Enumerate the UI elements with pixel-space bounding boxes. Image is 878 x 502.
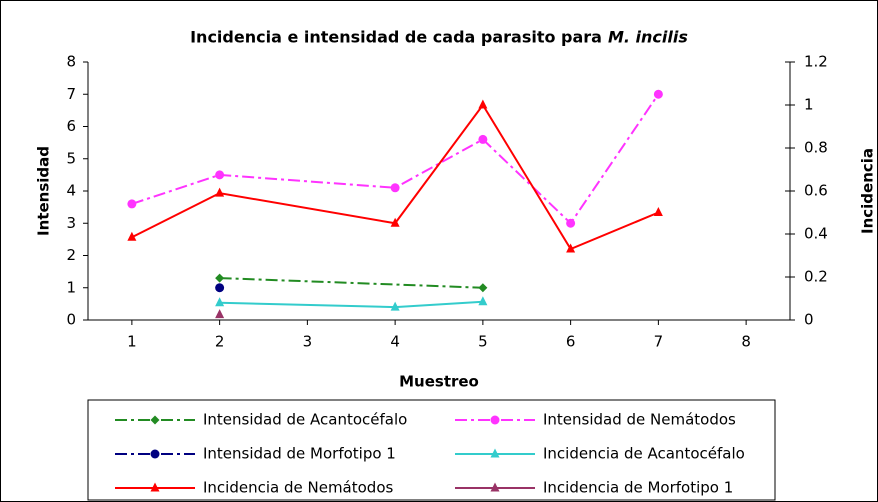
x-axis-label: Muestreo xyxy=(399,373,479,391)
y2-axis-label: Incidencia xyxy=(859,148,877,234)
legend-label: Incidencia de Acantocéfalo xyxy=(543,445,745,463)
marker xyxy=(566,218,576,228)
marker xyxy=(478,134,488,144)
legend-label: Incidencia de Nemátodos xyxy=(203,479,394,497)
y-tick-label: 5 xyxy=(66,149,76,167)
x-tick-label: 5 xyxy=(478,333,488,351)
marker xyxy=(653,207,663,216)
marker xyxy=(566,243,576,253)
marker xyxy=(215,170,225,180)
x-tick-label: 8 xyxy=(741,333,751,351)
marker xyxy=(127,199,137,209)
series-line xyxy=(131,103,659,251)
legend-marker xyxy=(150,449,160,459)
marker xyxy=(127,231,137,241)
marker xyxy=(390,301,400,311)
x-tick-label: 2 xyxy=(215,333,225,351)
marker xyxy=(215,309,225,319)
y2-tick-label: 0 xyxy=(804,311,814,329)
x-tick-label: 7 xyxy=(654,333,664,351)
marker xyxy=(390,183,400,193)
marker xyxy=(215,283,225,293)
x-tick-label: 3 xyxy=(303,333,313,351)
y2-tick-label: 1 xyxy=(804,96,814,114)
y2-tick-label: 1.2 xyxy=(804,53,828,71)
y-tick-label: 0 xyxy=(66,311,76,329)
y-tick-label: 4 xyxy=(66,182,76,200)
marker xyxy=(390,217,400,227)
legend-label: Intensidad de Morfotipo 1 xyxy=(203,445,396,463)
marker xyxy=(215,273,225,283)
y2-tick-label: 0.6 xyxy=(804,182,828,200)
y2-tick-label: 0.2 xyxy=(804,268,828,286)
legend-marker xyxy=(490,482,500,492)
legend-label: Intensidad de Nemátodos xyxy=(543,411,736,429)
y-tick-label: 1 xyxy=(66,278,76,296)
marker xyxy=(653,89,663,99)
y-tick-label: 3 xyxy=(66,214,76,232)
x-tick-label: 1 xyxy=(127,333,137,351)
legend-label: Intensidad de Acantocéfalo xyxy=(203,411,407,429)
series-line xyxy=(219,277,483,289)
y-axis-label: Intensidad xyxy=(35,146,53,236)
chart-title-species: M. incilis xyxy=(608,28,688,47)
y-tick-label: 8 xyxy=(66,53,76,71)
y-tick-label: 6 xyxy=(66,117,76,135)
series-line xyxy=(131,93,660,225)
legend-marker xyxy=(490,415,500,425)
y-tick-label: 2 xyxy=(66,246,76,264)
y2-tick-label: 0.4 xyxy=(804,225,828,243)
legend-marker xyxy=(150,482,160,492)
marker xyxy=(215,187,225,197)
legend-marker xyxy=(490,448,500,458)
x-tick-label: 4 xyxy=(390,333,400,351)
y-tick-label: 7 xyxy=(66,85,76,103)
marker xyxy=(478,296,488,306)
x-tick-label: 6 xyxy=(566,333,576,351)
legend-marker xyxy=(150,415,160,425)
legend xyxy=(87,399,776,501)
y2-tick-label: 0.8 xyxy=(804,139,828,157)
marker xyxy=(478,99,488,109)
marker xyxy=(478,283,488,293)
chart-title: Incidencia e intensidad de cada parasito… xyxy=(190,28,602,47)
legend-label: Incidencia de Morfotipo 1 xyxy=(543,479,733,497)
marker xyxy=(215,297,225,307)
